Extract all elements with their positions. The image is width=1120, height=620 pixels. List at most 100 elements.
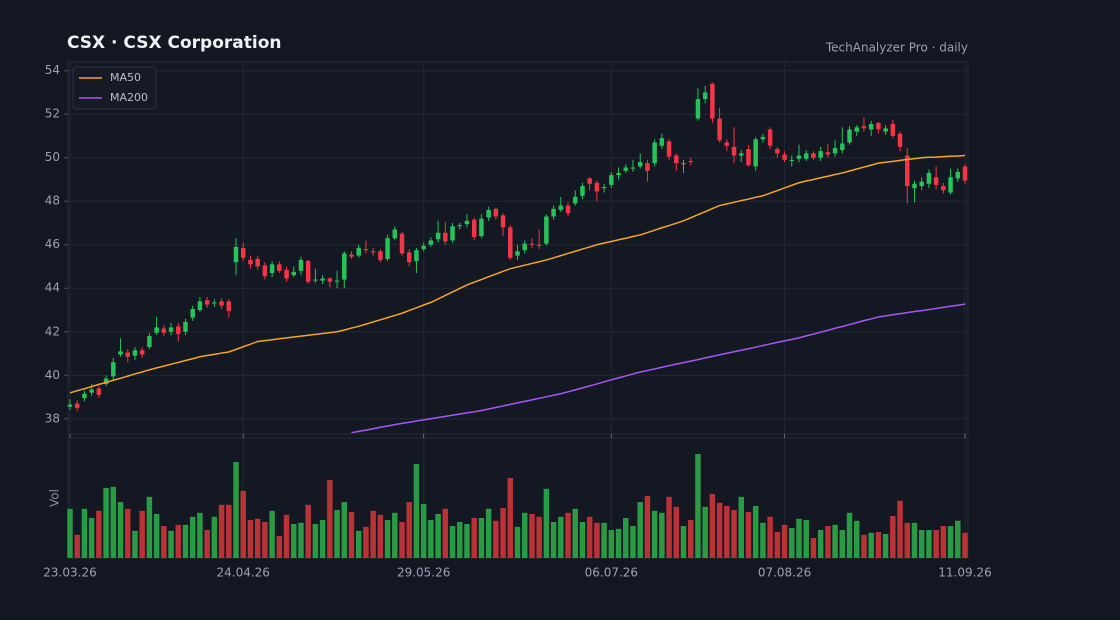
candle-body xyxy=(255,258,260,267)
volume-bar xyxy=(803,520,809,558)
volume-bar xyxy=(767,516,773,558)
candle-body xyxy=(414,250,419,262)
candle-body xyxy=(89,389,94,393)
candle-body xyxy=(190,308,195,318)
candle-body xyxy=(868,124,874,130)
volume-bar xyxy=(211,516,218,558)
candle-body xyxy=(811,153,816,158)
candle-body xyxy=(955,171,961,179)
candle-body xyxy=(443,232,448,242)
candle-body xyxy=(580,186,585,196)
volume-bar xyxy=(67,508,73,558)
volume-bar xyxy=(500,508,506,558)
volume-bar xyxy=(197,512,203,558)
volume-bar xyxy=(579,522,586,558)
volume-bar xyxy=(240,490,246,558)
candle-body xyxy=(659,138,665,146)
candle-body xyxy=(919,181,924,186)
volume-bar xyxy=(738,496,744,558)
chart-title: CSX · CSX Corporation xyxy=(67,33,281,53)
volume-bar xyxy=(558,516,564,558)
volume-bar xyxy=(233,462,239,558)
candle-body xyxy=(609,175,614,185)
volume-bar xyxy=(630,526,636,558)
candle-body xyxy=(789,159,795,161)
volume-bar xyxy=(247,520,254,558)
volume-bars xyxy=(67,454,968,558)
volume-bar xyxy=(839,530,846,558)
candle-body xyxy=(479,218,484,237)
volume-bar xyxy=(139,510,145,558)
volume-bar xyxy=(940,526,947,558)
candle-body xyxy=(912,183,917,189)
candle-body xyxy=(529,243,535,245)
volume-bar xyxy=(363,526,369,558)
y-tick-label: 52 xyxy=(45,107,60,121)
volume-bar xyxy=(897,500,903,558)
y-tick-label: 54 xyxy=(45,63,60,77)
candle-body xyxy=(291,271,296,276)
candle-body xyxy=(832,147,838,154)
volume-bar xyxy=(478,518,485,558)
candle-body xyxy=(601,187,607,189)
x-tick-label: 23.03.26 xyxy=(43,566,96,580)
volume-bar xyxy=(103,488,109,558)
candle-body xyxy=(630,167,636,169)
x-tick-label: 29.05.26 xyxy=(397,566,450,580)
candle-body xyxy=(876,122,881,130)
candle-body xyxy=(219,301,224,306)
volume-bar xyxy=(341,502,348,558)
y-tick-label: 44 xyxy=(45,281,60,295)
candle-body xyxy=(284,269,289,279)
volume-bar xyxy=(406,502,412,558)
volume-bar xyxy=(262,522,268,558)
volume-bar xyxy=(74,534,80,558)
volume-bar xyxy=(146,496,153,558)
volume-bar xyxy=(226,504,232,558)
volume-bar xyxy=(189,516,196,558)
candle-body xyxy=(67,404,73,407)
candle-body xyxy=(111,362,116,377)
candle-body xyxy=(818,151,823,158)
volume-bar xyxy=(565,512,571,558)
candle-body xyxy=(168,327,174,332)
volume-bar xyxy=(355,530,362,558)
volume-bar xyxy=(716,502,723,558)
candle-body xyxy=(334,280,340,282)
volume-bar xyxy=(449,526,456,558)
candle-body xyxy=(854,127,859,132)
candle-body xyxy=(226,301,232,312)
candle-body xyxy=(536,244,542,246)
grid xyxy=(64,62,968,558)
volume-bar xyxy=(254,518,261,558)
volume-bar xyxy=(291,524,297,558)
candle-body xyxy=(74,403,80,408)
volume-bar xyxy=(644,496,651,558)
candles xyxy=(67,82,968,412)
volume-bar xyxy=(832,524,838,558)
x-tick-label: 11.09.26 xyxy=(938,566,991,580)
candle-body xyxy=(861,126,867,129)
candle-body xyxy=(573,196,578,204)
candle-body xyxy=(594,182,600,192)
candle-body xyxy=(767,129,773,146)
labels: 38 40 42 44 46 48 50 52 54 23.03.26 24.04.26 29.05.… xyxy=(43,63,991,579)
volume-bar xyxy=(933,530,939,558)
candle-body xyxy=(847,129,852,143)
volume-bar xyxy=(442,508,449,558)
volume-bar xyxy=(615,528,622,558)
x-tick-label: 07.08.26 xyxy=(758,566,811,580)
volume-bar xyxy=(96,510,102,558)
candle-body xyxy=(298,259,304,271)
candle-body xyxy=(327,278,333,282)
candle-body xyxy=(508,227,513,258)
y-tick-label: 46 xyxy=(45,237,60,251)
candle-body xyxy=(305,261,311,282)
candle-body xyxy=(883,128,888,132)
candle-body xyxy=(103,378,109,384)
candle-body xyxy=(486,209,491,218)
volume-bar xyxy=(601,522,607,558)
y-tick-label: 38 xyxy=(45,411,60,425)
volume-bar xyxy=(377,514,384,558)
